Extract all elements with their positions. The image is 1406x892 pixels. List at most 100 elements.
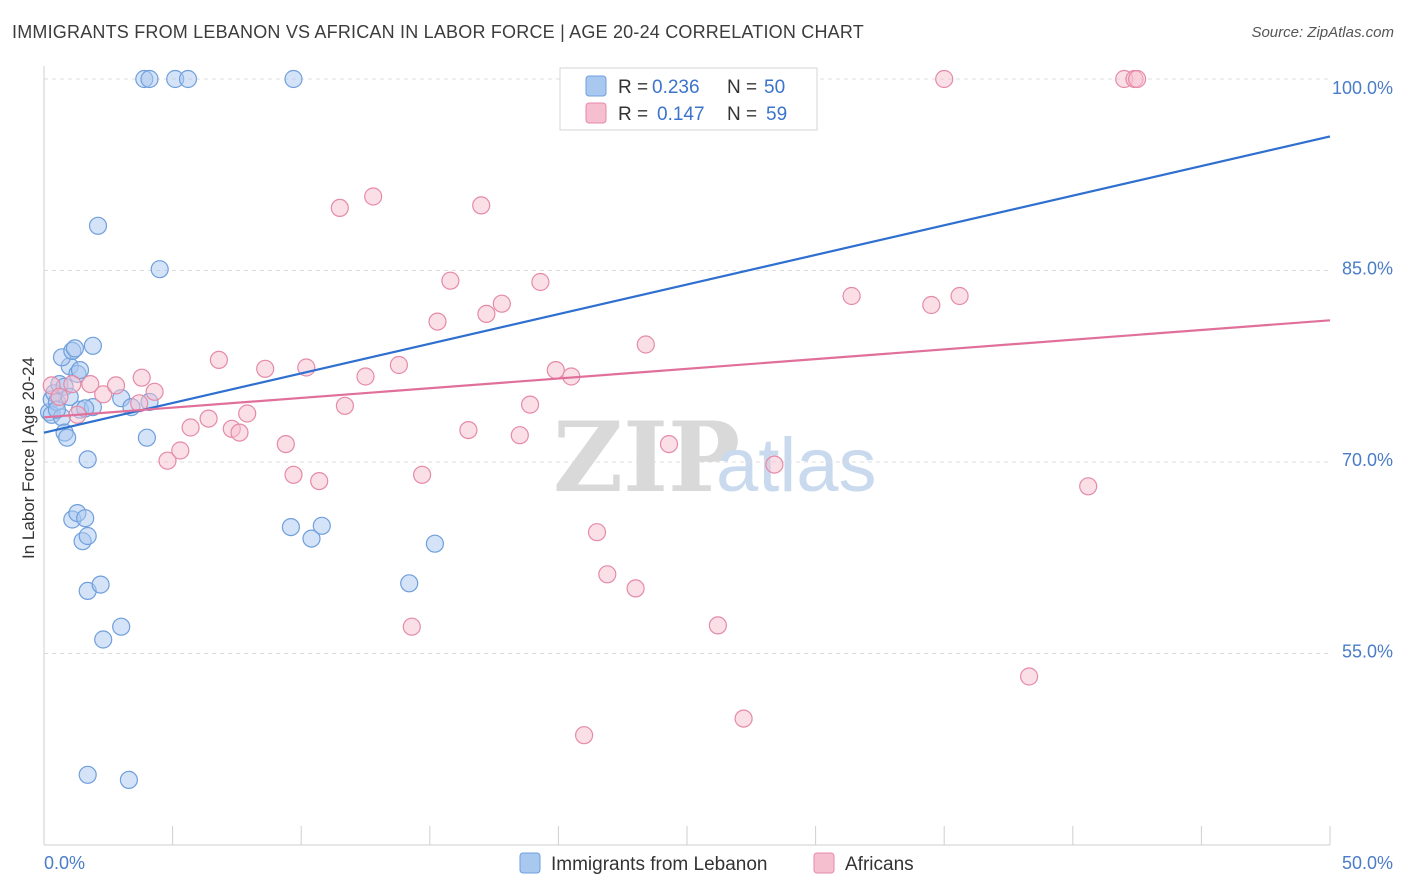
y-axis-title: In Labor Force | Age 20-24 [19,357,38,559]
legend-swatch-africans [585,102,607,124]
africans-point [531,272,550,292]
legend: R = 0.236 N = 50 R = 0.147 N = 59 [559,67,818,131]
lebanon-point [91,575,110,594]
lebanon-point [140,69,159,89]
lebanon-point [284,69,303,89]
lebanon-point [76,509,95,528]
lebanon-point [112,617,131,636]
africans-point [842,286,861,306]
data-points [39,69,1147,790]
africans-point [50,387,69,406]
africans-point [510,426,529,445]
africans-point [1019,667,1039,686]
africans-point [765,455,784,474]
africans-point [708,616,728,635]
africans-point [209,350,228,369]
africans-point [950,286,969,306]
africans-point [81,375,100,394]
africans-point [922,295,941,315]
lebanon-point [88,216,108,235]
africans-point [171,441,190,460]
lebanon-point [70,361,90,380]
bottom-legend-swatch-africans [813,852,835,874]
lebanon-point [150,260,169,279]
africans-point [626,579,645,598]
lebanon-point [78,526,97,546]
africans-point [459,421,478,440]
lebanon-point [400,574,419,593]
lebanon-point [119,770,138,790]
africans-point [636,335,655,354]
watermark-zip: ZIP [553,401,740,514]
africans-point [132,368,151,387]
africans-point [199,409,218,428]
africans-point [284,465,303,484]
africans-point [310,472,329,491]
source-label: Source: ZipAtlas.com [1251,24,1394,41]
africans-point [106,376,126,395]
lebanon-point [281,517,300,537]
chart-title: IMMIGRANTS FROM LEBANON VS AFRICAN IN LA… [12,22,864,42]
y-tick-label: 55.0% [1342,642,1393,662]
africans-point [441,271,460,290]
lebanon-point [137,428,156,447]
lebanon-point [312,516,331,535]
legend-r-label-1: R = [618,77,648,98]
y-tick-label: 100.0% [1332,78,1393,98]
bottom-legend-label-africans: Africans [845,854,914,875]
lebanon-point [425,534,444,553]
y-tick-label: 85.0% [1342,259,1393,279]
y-tick-label: 70.0% [1342,450,1393,470]
africans-point [63,375,82,394]
africans-point [238,404,257,423]
lebanon-point [83,336,103,355]
africans-point [472,196,491,215]
x-tick-label-max: 50.0% [1342,853,1393,873]
africans-point [520,395,540,414]
bottom-legend: Immigrants from Lebanon Africans [519,852,914,875]
africans-point [935,69,954,89]
legend-n-label-1: N = [727,77,757,98]
lebanon-point [78,450,97,469]
lebanon-point [78,765,97,784]
africans-point [330,198,349,217]
lebanon-point [302,529,321,548]
lebanon-point [178,69,198,89]
watermark-atlas: atlas [716,423,877,508]
africans-point [413,465,432,484]
africans-point [276,435,295,454]
africans-point [574,726,594,745]
africans-point [94,385,113,404]
africans-point [356,367,375,386]
bottom-legend-swatch-lebanon [519,852,541,874]
africans-point [492,294,511,313]
y-tick-labels: 55.0% 70.0% 85.0% 100.0% [1332,78,1393,662]
gridlines [44,78,1330,654]
x-tick-label-min: 0.0% [44,853,85,873]
legend-r-label-2: R = [618,104,648,125]
lebanon-trend-line [43,135,1331,434]
africans-point [181,418,200,437]
legend-n-value-1: 50 [764,77,785,98]
lebanon-point [57,428,77,447]
legend-n-label-2: N = [727,104,757,125]
africans-point [1079,477,1098,496]
africans-point [1127,69,1147,89]
africans-point [335,396,354,415]
bottom-legend-label-lebanon: Immigrants from Lebanon [551,854,768,875]
africans-point [364,187,383,206]
africans-point [734,709,753,728]
africans-point [230,423,249,442]
africans-point [158,451,177,470]
africans-point [256,359,275,378]
lebanon-point [94,630,113,649]
legend-swatch-lebanon [585,75,607,97]
africans-point [477,304,496,323]
legend-n-value-2: 59 [766,104,787,125]
trend-lines [43,135,1331,434]
africans-point [389,355,408,375]
africans-point [428,312,447,331]
africans-point [145,382,164,401]
africans-point [659,435,679,454]
